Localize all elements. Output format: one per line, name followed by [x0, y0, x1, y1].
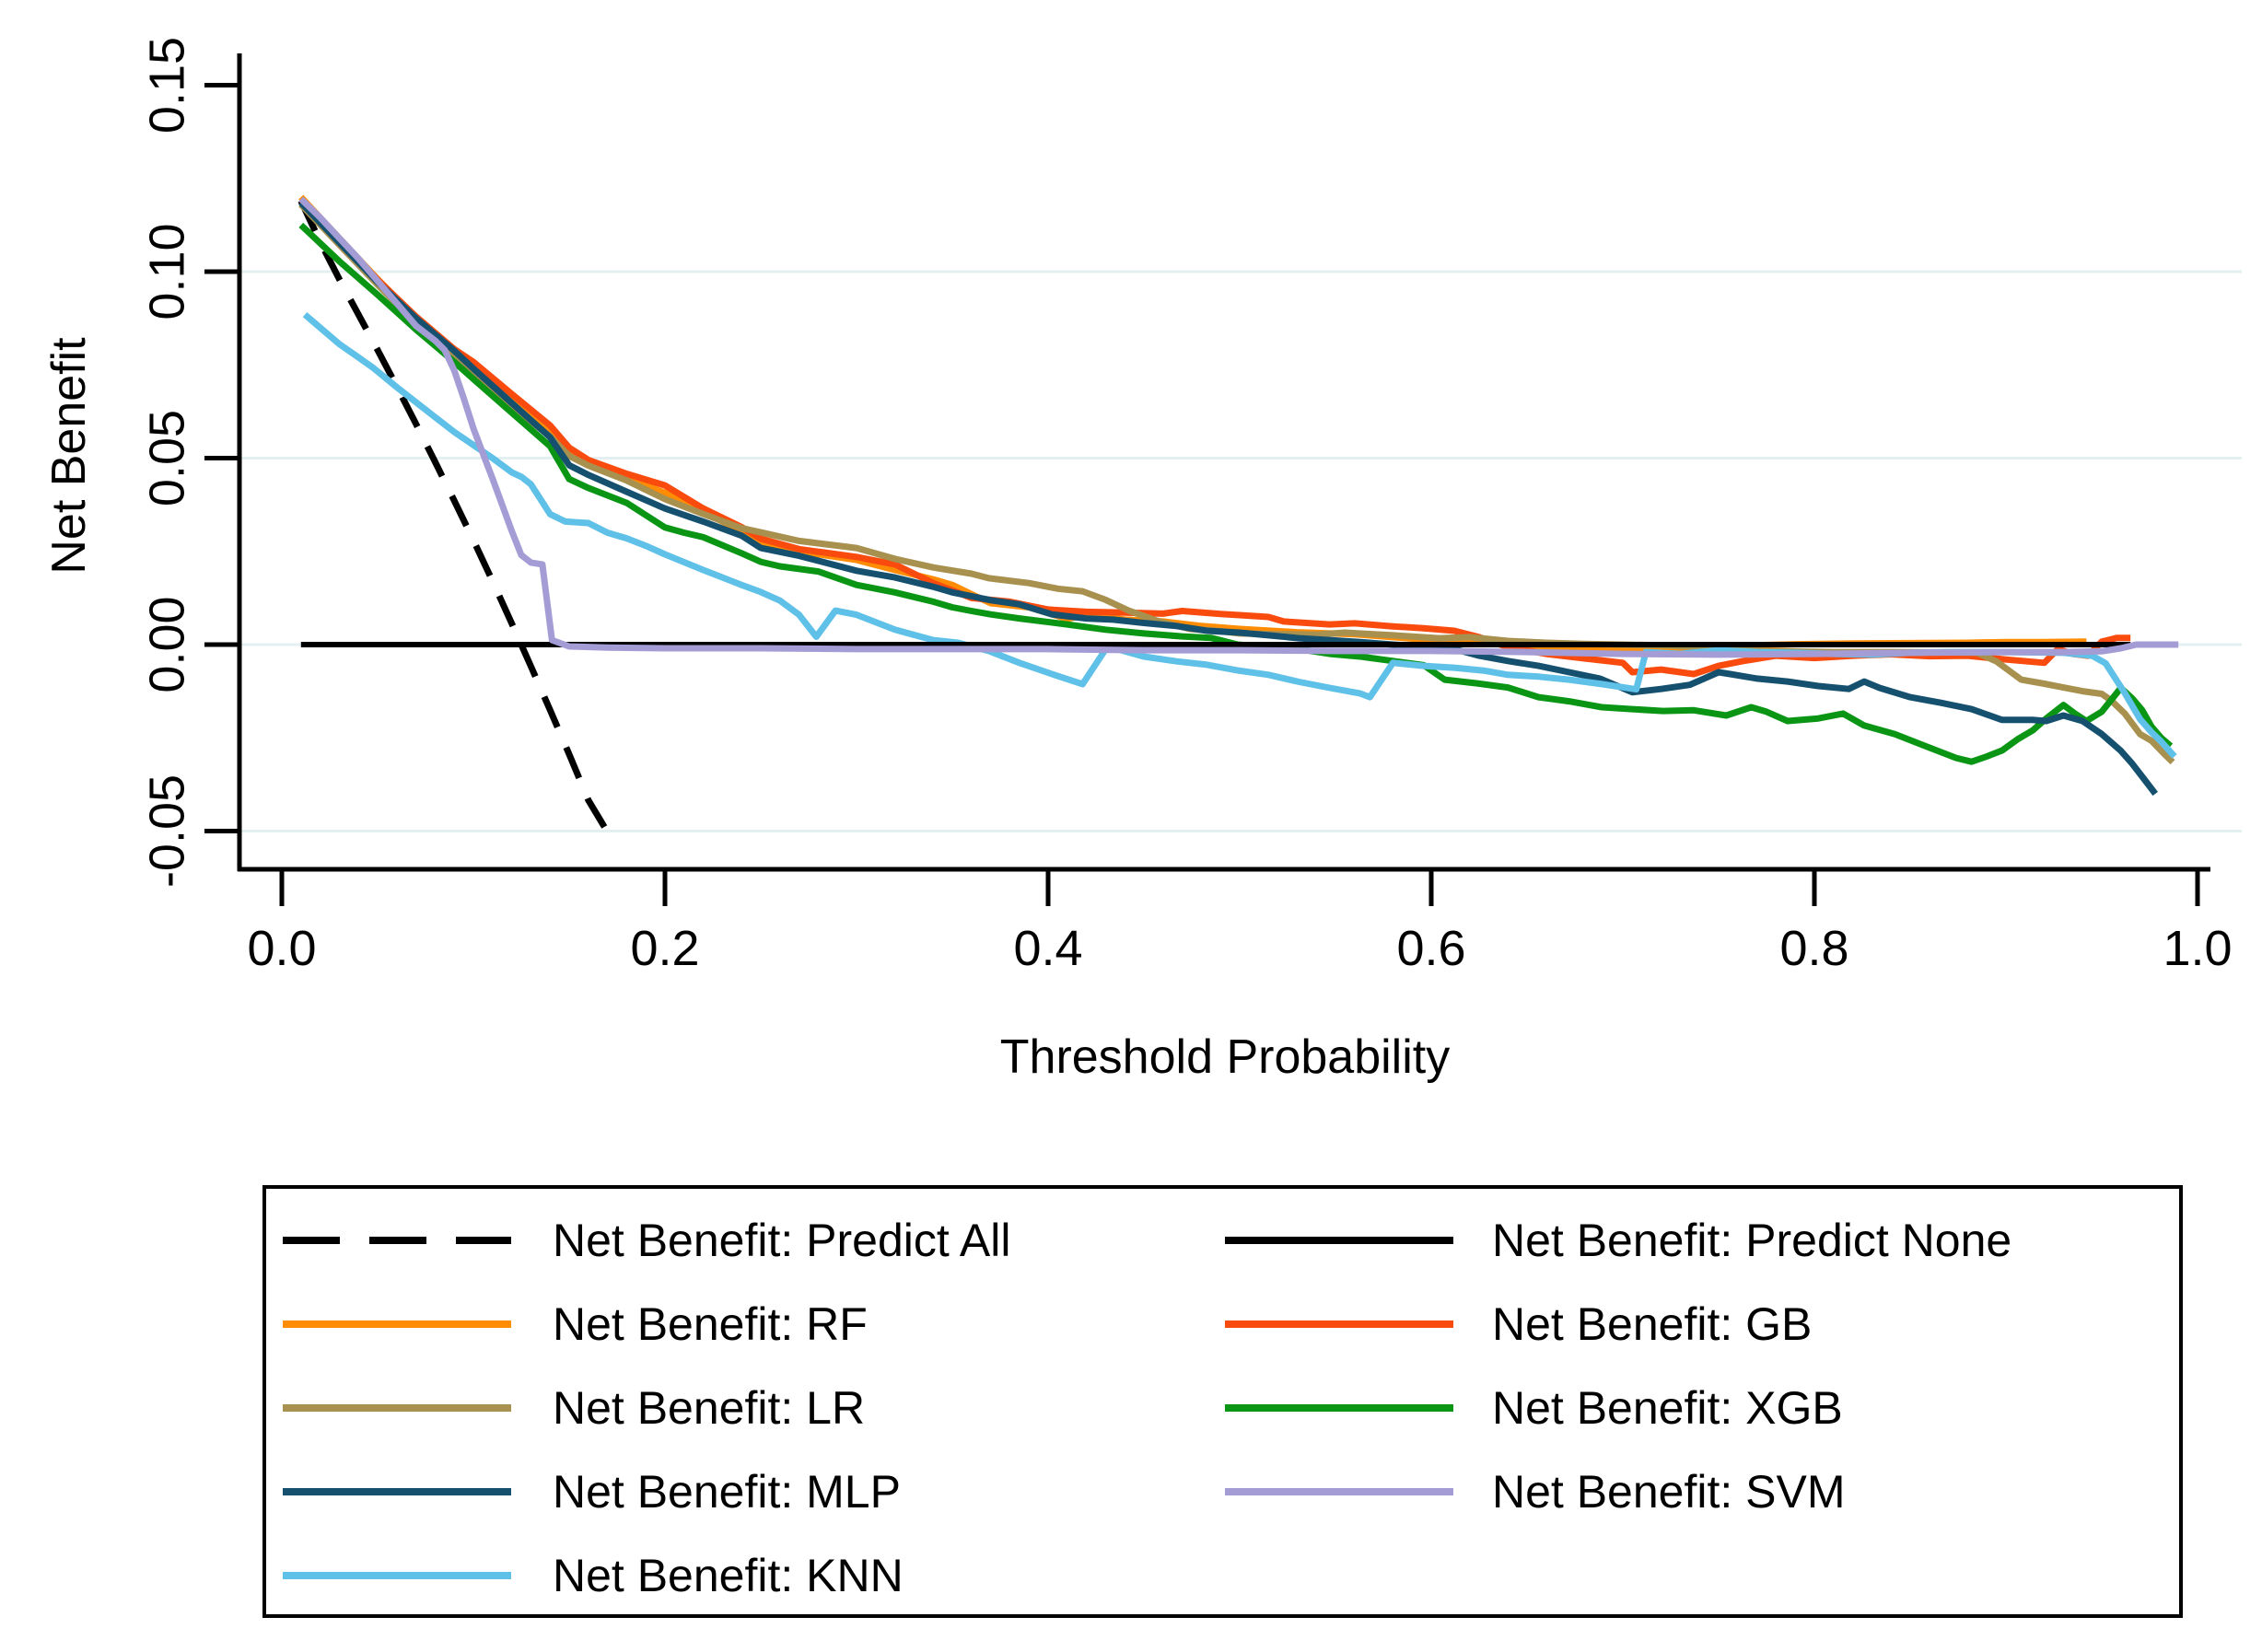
series-svm-line [298, 196, 2179, 658]
x-tick-label: 0.2 [630, 921, 699, 976]
legend-swatch-mlp [283, 1488, 511, 1495]
series-mlp-line [298, 200, 2158, 797]
series-xgb-line [298, 222, 2174, 765]
legend-swatch-knn [283, 1572, 511, 1579]
x-tick-label: 0.6 [1396, 921, 1465, 976]
legend-label-rf: Net Benefit: RF [553, 1298, 868, 1350]
y-axis-title: Net Benefit [42, 337, 96, 575]
legend-label-gb: Net Benefit: GB [1492, 1298, 1813, 1350]
y-tick-label: 0.15 [139, 37, 194, 134]
series-gb-line [298, 196, 2131, 678]
legend-swatch-xgb [1225, 1404, 1453, 1412]
legend-box: Net Benefit: Predict All Net Benefit: RF N… [262, 1185, 2183, 1618]
legend-swatch-predict-all [283, 1237, 511, 1244]
legend-swatch-predict-none [1225, 1237, 1453, 1244]
legend-swatch-lr [283, 1404, 511, 1412]
legend-label-predict-all: Net Benefit: Predict All [553, 1215, 1011, 1266]
legend-label-predict-none: Net Benefit: Predict None [1492, 1215, 2012, 1266]
x-tick-label: 0.0 [247, 921, 316, 976]
legend-label-xgb: Net Benefit: XGB [1492, 1382, 1843, 1434]
legend-label-svm: Net Benefit: SVM [1492, 1466, 1846, 1518]
legend-swatch-svm [1225, 1488, 1453, 1495]
ticks-group: 0.15 0.10 0.05 0.00 -0.05 0.0 0.2 0.4 0.6 0.8 1.0 [139, 37, 2232, 976]
legend-swatch-gb [1225, 1320, 1453, 1328]
series-predict-all-line [297, 199, 614, 841]
series-group [297, 194, 2179, 841]
legend-label-knn: Net Benefit: KNN [553, 1550, 904, 1601]
axes-group [237, 53, 2210, 872]
gridlines-group [241, 270, 2242, 832]
x-tick-label: 0.8 [1779, 921, 1848, 976]
legend-label-mlp: Net Benefit: MLP [553, 1466, 901, 1518]
y-tick-label: -0.05 [139, 774, 194, 888]
x-axis-title: Threshold Probability [999, 1030, 1451, 1084]
x-tick-label: 1.0 [2163, 921, 2232, 976]
y-tick-label: 0.05 [139, 410, 194, 506]
legend-label-lr: Net Benefit: LR [553, 1382, 866, 1434]
series-rf-line [298, 194, 2087, 654]
x-tick-label: 0.4 [1013, 921, 1082, 976]
legend-swatch-rf [283, 1320, 511, 1328]
y-tick-label: 0.10 [139, 223, 194, 320]
y-tick-label: 0.00 [139, 596, 194, 692]
